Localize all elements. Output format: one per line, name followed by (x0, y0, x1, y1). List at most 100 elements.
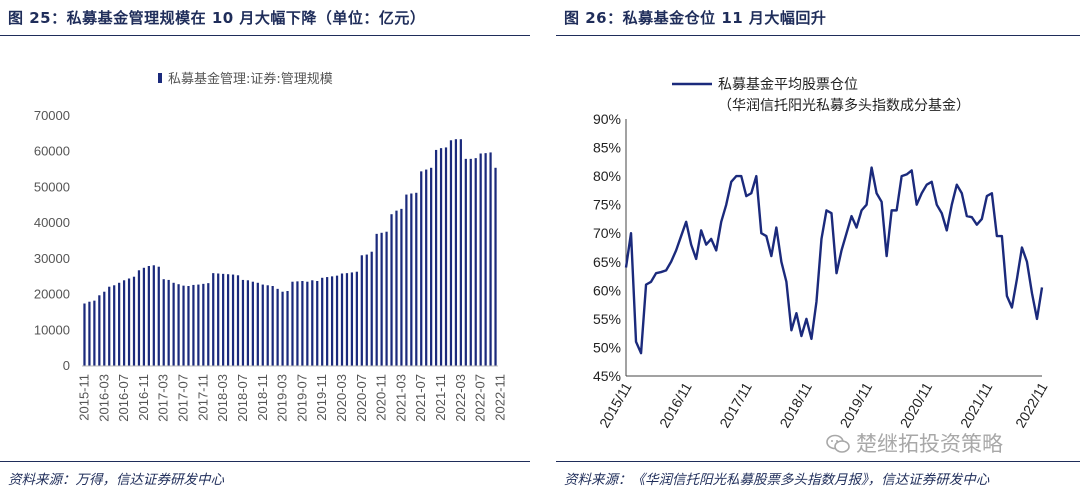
bar-mark (316, 281, 319, 366)
left-source-note: 资料来源：万得，信达证券研发中心 (8, 472, 224, 488)
bar-y-tick-label: 0 (63, 358, 70, 373)
bar-mark (434, 149, 438, 366)
right-figure-title: 图 26：私募基金仓位 11 月大幅回升 (564, 9, 827, 27)
bar-mark (474, 158, 477, 366)
bar-legend-label: 私募基金管理:证券:管理规模 (168, 71, 333, 87)
bar-x-tick-label: 2019-07 (294, 374, 309, 422)
bar-mark (187, 286, 190, 366)
bar-y-tick-label: 70000 (34, 108, 70, 123)
bar-x-tick-label: 2022-03 (453, 374, 468, 422)
bar-x-tick-label: 2017-03 (156, 374, 171, 422)
bar-y-tick-label: 50000 (34, 179, 70, 194)
bar-mark (192, 284, 195, 366)
bar-mark (137, 270, 141, 366)
bar-mark (226, 274, 230, 366)
line-x-tick-label: 2018/11 (776, 379, 815, 430)
bar-mark (311, 280, 314, 366)
line-x-tick-label: 2021/11 (957, 379, 996, 430)
bar-y-tick-label: 60000 (34, 144, 70, 159)
right-figure-panel: 图 26：私募基金仓位 11 月大幅回升 私募基金平均股票仓位 （华润信托阳光私募… (556, 0, 1080, 497)
bar-mark (330, 276, 334, 366)
bar-mark (276, 288, 279, 366)
bar-x-tick-label: 2020-07 (354, 374, 369, 422)
bar-mark (261, 284, 264, 366)
line-y-tick-label: 80% (593, 168, 621, 184)
bar-mark (449, 140, 453, 366)
bar-y-tick-label: 30000 (34, 251, 70, 266)
bar-x-tick-label: 2021-07 (413, 374, 428, 422)
bar-mark (98, 295, 101, 366)
bar-mark (88, 301, 91, 366)
line-y-tick-label: 60% (593, 282, 621, 298)
line-x-tick-label: 2020/11 (897, 379, 936, 430)
line-x-tick-label: 2016/11 (656, 379, 695, 430)
bar-mark (321, 277, 324, 366)
bar-x-tick-label: 2015-11 (77, 374, 92, 421)
left-bottom-rule (0, 461, 530, 462)
line-y-tick-label: 85% (593, 140, 621, 156)
line-chart: 私募基金平均股票仓位 （华润信托阳光私募多头指数成分基金） 45% 50% 55% 60%… (593, 76, 1051, 430)
line-y-tick-label: 90% (593, 111, 621, 127)
bar-mark (355, 271, 358, 366)
bar-mark (172, 282, 175, 366)
bar-chart: 私募基金管理:证券:管理规模 0 10000 20000 30000 40000 50000… (34, 71, 508, 422)
bar-x-tick-label: 2018-03 (215, 374, 230, 422)
bar-mark (469, 158, 472, 366)
bar-mark (152, 265, 155, 366)
bar-x-tick-label: 2016-03 (96, 374, 111, 422)
bar-mark (306, 281, 309, 366)
line-y-tick-label: 65% (593, 254, 621, 270)
bar-mark (93, 300, 96, 366)
bar-mark (222, 273, 225, 366)
line-x-tick-label: 2015/11 (596, 379, 635, 430)
bar-y-tick-label: 20000 (34, 287, 70, 302)
bar-mark (281, 291, 284, 366)
bar-x-tick-label: 2019-03 (275, 374, 290, 422)
watermark-text: 楚继拓投资策略 (856, 432, 1003, 456)
bar-mark (439, 148, 443, 366)
bar-mark (113, 285, 116, 366)
bar-mark (365, 254, 368, 366)
bar-legend-swatch (158, 73, 162, 83)
bar-x-tick-label: 2017-11 (195, 374, 210, 421)
line-legend-label: 私募基金平均股票仓位 (718, 76, 858, 93)
bar-mark (390, 214, 393, 366)
bar-mark (103, 291, 106, 366)
bar-mark (167, 279, 170, 366)
bar-mark (454, 139, 458, 366)
bar-mark (335, 275, 339, 366)
bar-x-tick-label: 2018-11 (255, 374, 270, 421)
bar-mark (212, 273, 215, 366)
bar-x-tick-label: 2018-07 (235, 374, 250, 422)
bar-mark (345, 273, 349, 366)
bar-mark (246, 280, 250, 366)
bar-mark (231, 274, 235, 366)
bar-y-tick-label: 10000 (34, 322, 70, 337)
bar-x-tick-label: 2019-11 (314, 374, 329, 421)
bar-mark (479, 153, 482, 366)
bar-mark (494, 167, 497, 366)
bar-x-tick-label: 2022-07 (473, 374, 488, 422)
bar-mark (207, 283, 210, 366)
bar-mark (132, 276, 136, 366)
bar-mark (177, 284, 180, 366)
bar-mark (108, 286, 111, 366)
bar-mark (202, 283, 205, 366)
bar-mark (375, 233, 378, 366)
bar-mark (444, 147, 448, 366)
bar-mark (182, 285, 185, 366)
bar-mark (385, 231, 388, 366)
bar-x-tick-label: 2017-07 (176, 374, 191, 422)
line-x-tick-label: 2019/11 (837, 379, 876, 430)
line-x-tick-label: 2017/11 (716, 379, 755, 430)
left-figure-title: 图 25：私募基金管理规模在 10 月大幅下降（单位：亿元） (8, 9, 426, 27)
bar-mark (380, 232, 383, 366)
line-y-tick-label: 75% (593, 197, 621, 213)
right-bottom-rule (556, 461, 1080, 462)
bar-mark (83, 303, 86, 366)
bar-mark (251, 281, 254, 366)
bar-mark (489, 152, 492, 366)
bar-mark (236, 275, 240, 366)
bar-x-tick-label: 2016-11 (136, 374, 151, 421)
bar-mark (266, 285, 269, 366)
